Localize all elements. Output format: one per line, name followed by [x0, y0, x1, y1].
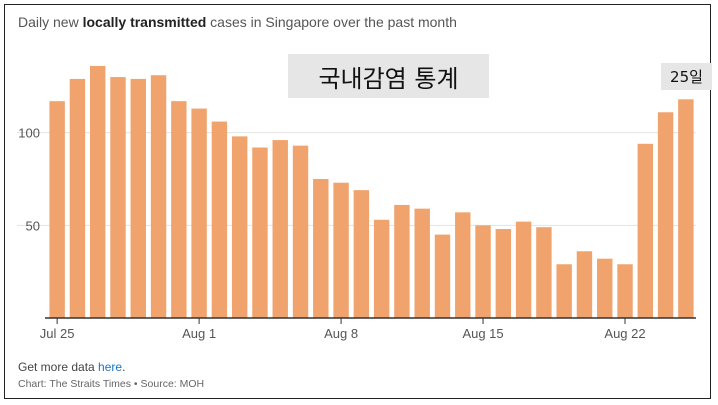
bar-aug-1: [191, 108, 207, 318]
bar-aug-18: [536, 227, 552, 318]
day-note: 25일: [661, 63, 712, 90]
bar-aug-14: [455, 212, 471, 318]
x-tick-label-aug-8: Aug 8: [324, 326, 358, 341]
bar-aug-11: [394, 204, 410, 318]
bar-aug-4: [252, 147, 268, 318]
bar-aug-5: [272, 140, 288, 318]
bar-aug-7: [313, 179, 329, 318]
bar-aug-23: [637, 143, 654, 318]
bar-aug-19: [556, 264, 572, 318]
bar-aug-17: [515, 221, 532, 318]
bar-aug-12: [414, 208, 430, 318]
bar-aug-24: [657, 112, 674, 318]
bar-aug-9: [353, 190, 370, 318]
bar-aug-15: [475, 225, 491, 318]
bar-jul-30: [150, 75, 167, 318]
x-tick-label-aug-15: Aug 15: [462, 326, 503, 341]
y-tick-label-50: 50: [26, 218, 40, 233]
title-prefix: Daily new: [18, 14, 83, 30]
bar-aug-3: [231, 136, 248, 318]
bar-aug-2: [211, 121, 228, 319]
title-bold: locally transmitted: [82, 14, 207, 30]
x-tick-label-jul-25: Jul 25: [40, 326, 75, 341]
bar-jul-25: [49, 101, 65, 318]
bar-jul-31: [171, 101, 187, 318]
bar-aug-21: [597, 258, 613, 318]
bar-aug-10: [373, 219, 390, 318]
more-suffix: .: [122, 360, 126, 374]
bar-jul-27: [89, 65, 106, 319]
bar-aug-8: [333, 182, 349, 318]
bar-aug-22: [617, 264, 633, 318]
bar-jul-26: [69, 78, 86, 318]
bar-aug-20: [576, 251, 593, 318]
bar-aug-13: [434, 234, 451, 318]
chart-credit: Chart: The Straits Times • Source: MOH: [18, 378, 205, 390]
title-suffix: cases in Singapore over the past month: [206, 14, 457, 30]
bar-aug-6: [292, 145, 309, 318]
more-prefix: Get more data: [18, 360, 99, 374]
x-tick-label-aug-1: Aug 1: [182, 326, 216, 341]
overlay-note: 국내감염 통계: [288, 54, 489, 98]
bar-jul-29: [130, 78, 146, 318]
x-tick-label-aug-22: Aug 22: [604, 326, 645, 341]
more-data-text: Get more data here.: [18, 360, 125, 374]
bar-jul-28: [110, 77, 126, 318]
chart-title: Daily new locally transmitted cases in S…: [18, 14, 457, 30]
y-tick-label-100: 100: [18, 126, 40, 141]
more-data-link[interactable]: here: [98, 360, 123, 374]
bar-aug-25: [678, 99, 694, 318]
bar-aug-16: [495, 229, 512, 318]
